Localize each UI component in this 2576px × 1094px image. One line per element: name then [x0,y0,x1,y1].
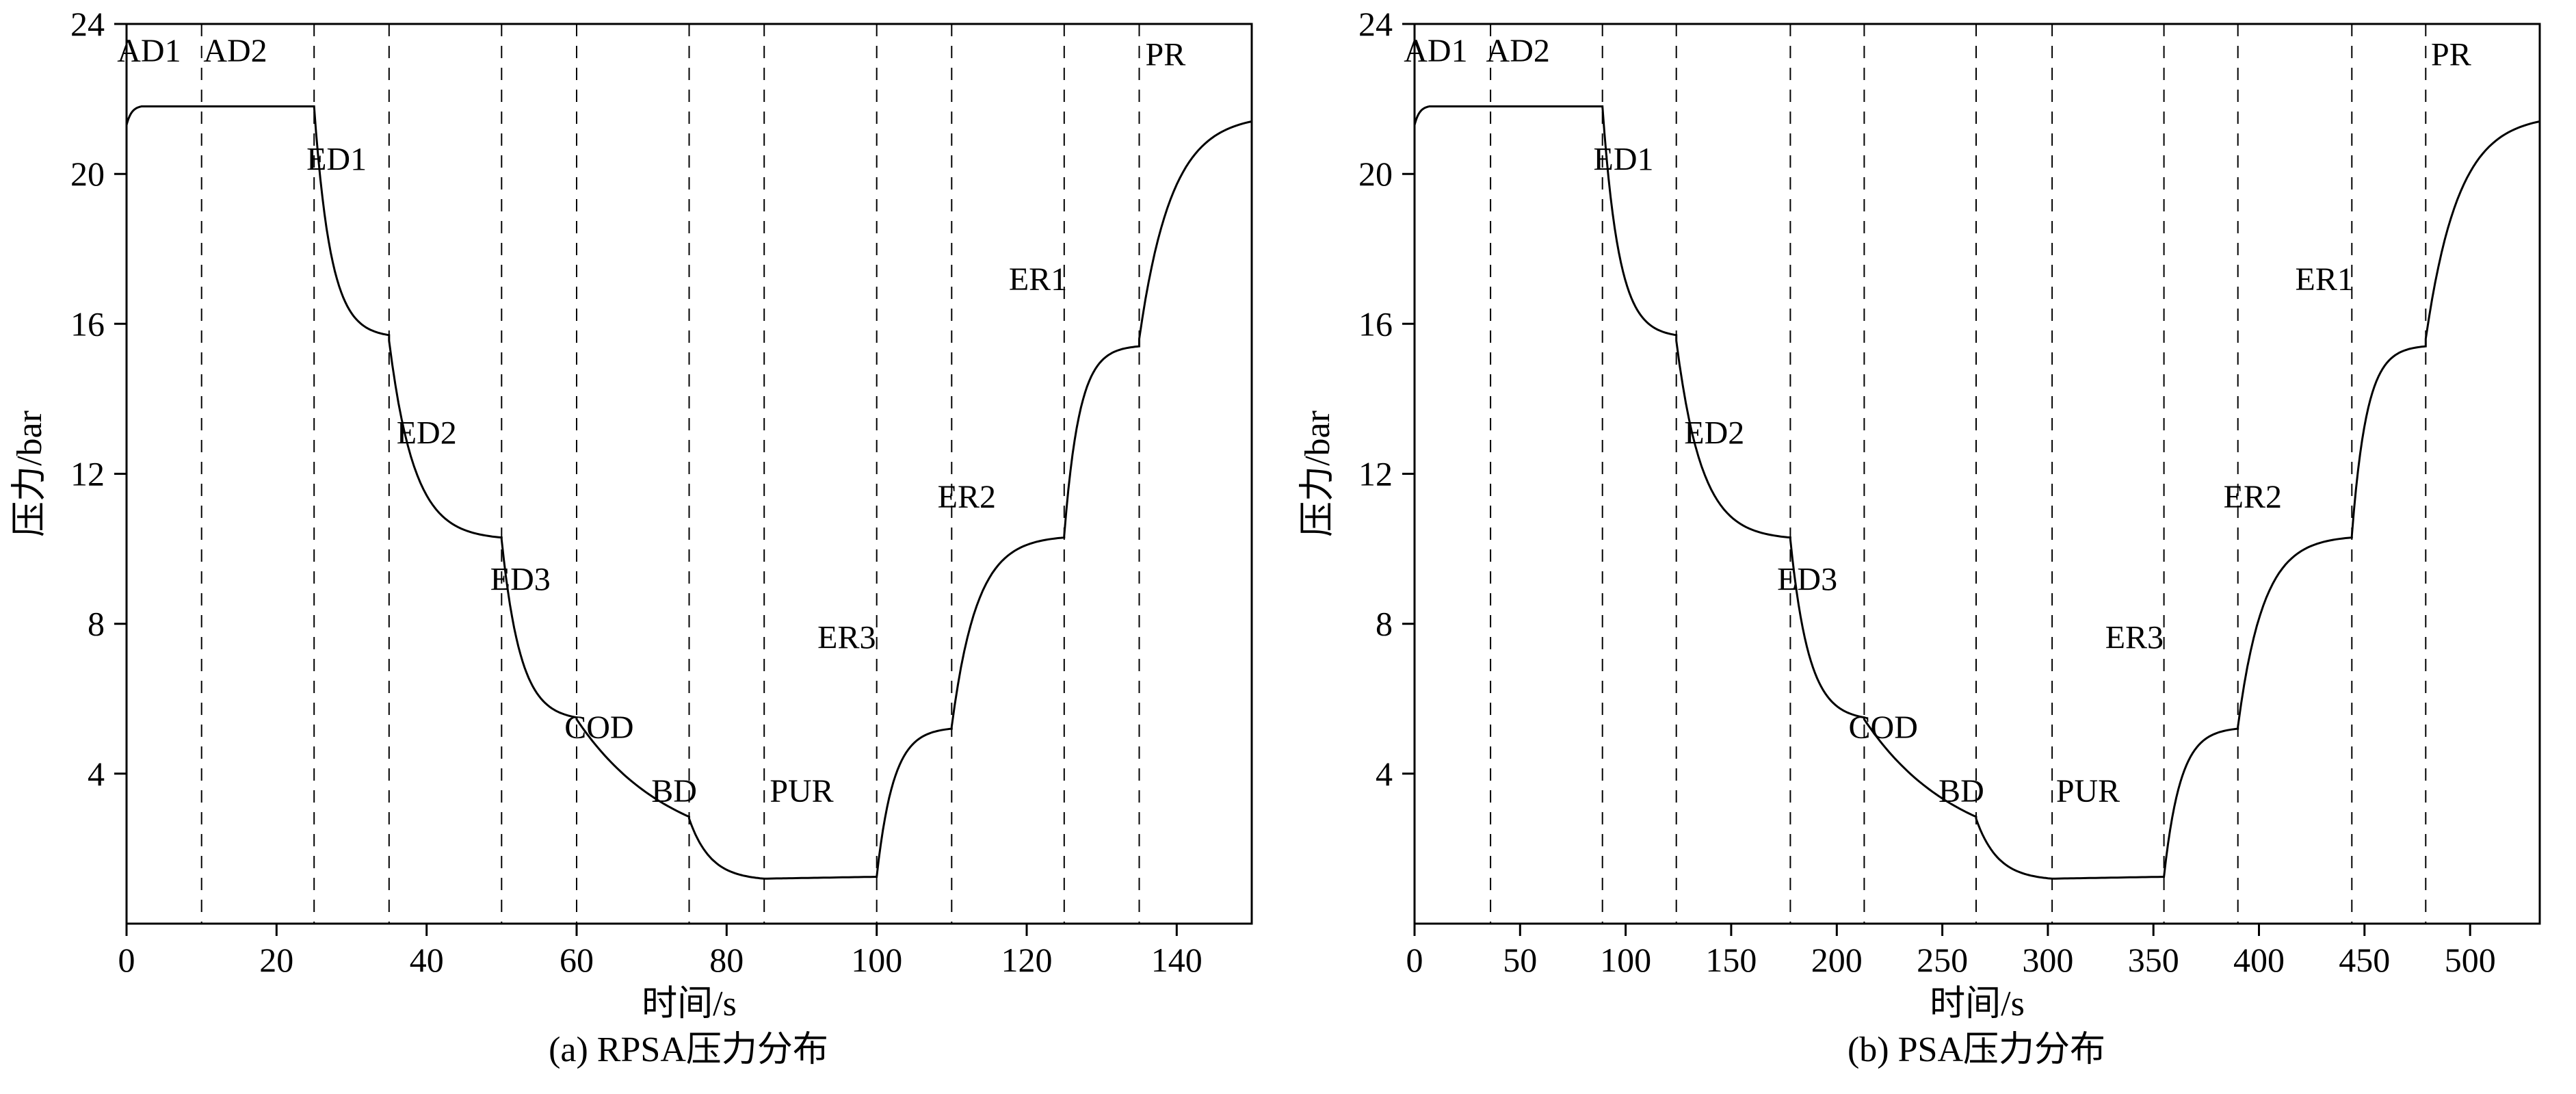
chart-caption-b: (b) PSA压力分布 [1847,1030,2106,1069]
x-tick-label: 60 [560,941,594,979]
x-axis: 0 20 40 60 80 100 120 140 [118,924,1202,979]
phase-labels: AD1 AD2 ED1 ED2 ED3 COD BD PUR ER3 ER2 ER1 PR [1404,33,2471,809]
x-tick-label: 250 [1917,941,1968,979]
phase-lines [1490,24,2427,924]
phase-label: ED1 [306,142,367,178]
psa-pressure-chart: 0 50 100 150 200 250 300 350 400 450 500 4 8 12 16 20 24… [1298,5,2541,1023]
y-axis: 4 8 12 16 20 24 [70,5,127,793]
x-tick-label: 350 [2128,941,2179,979]
x-tick-label: 80 [709,941,744,979]
y-tick-label: 12 [1358,455,1393,493]
x-tick-label: 100 [851,941,902,979]
phase-label: COD [564,709,633,746]
phase-lines [200,24,1140,924]
x-axis: 0 50 100 150 200 250 300 350 400 450 500 [1406,924,2496,979]
x-tick-label: 40 [410,941,444,979]
chart-psa: 0 50 100 150 200 250 300 350 400 450 500 4 8 12 16 20 24… [1288,0,2576,1072]
y-tick-label: 20 [70,155,105,193]
x-axis-title: 时间/s [642,985,737,1023]
x-tick-label: 20 [259,941,293,979]
phase-label: AD2 [203,33,267,69]
x-tick-label: 150 [1705,941,1757,979]
x-tick-label: 300 [2022,941,2073,979]
y-tick-label: 4 [88,755,105,793]
y-axis: 4 8 12 16 20 24 [1358,5,1415,793]
x-tick-label: 450 [2339,941,2390,979]
phase-label: BD [651,773,697,809]
x-tick-label: 400 [2233,941,2285,979]
phase-label: PUR [770,773,833,809]
phase-label: ER1 [1009,261,1067,298]
chart-rpsa: 0 20 40 60 80 100 120 140 4 8 12 16 20 24 AD1 AD2 ED1 ED2… [0,0,1288,1072]
phase-label: AD2 [1486,33,1550,69]
phase-label: ER2 [2224,479,2282,515]
x-tick-label: 200 [1811,941,1863,979]
x-tick-label: 120 [1001,941,1053,979]
x-tick-label: 0 [118,941,135,979]
y-tick-label: 24 [1358,5,1393,43]
figure-panel: 0 20 40 60 80 100 120 140 4 8 12 16 20 24 AD1 AD2 ED1 ED2… [0,0,2576,1072]
phase-label: ER2 [938,479,996,515]
x-tick-label: 0 [1406,941,1423,979]
x-tick-label: 50 [1503,941,1537,979]
y-axis-title: 压力/bar [1298,411,1337,537]
phase-label: COD [1849,709,1918,746]
phase-label: ER3 [2105,619,2164,655]
y-tick-label: 24 [70,5,105,43]
phase-label: PR [1146,36,1186,73]
phase-label: ED2 [397,415,457,452]
phase-label: PUR [2056,773,2120,809]
phase-label: ED2 [1684,415,1744,452]
y-tick-label: 20 [1358,155,1393,193]
x-tick-label: 500 [2445,941,2496,979]
phase-label: AD1 [117,33,181,69]
y-tick-label: 16 [70,304,105,343]
phase-label: ED3 [490,561,551,597]
y-tick-label: 16 [1358,304,1393,343]
phase-label: PR [2431,36,2471,73]
pressure-curve [1413,105,2540,880]
phase-label: ER1 [2296,261,2354,298]
x-tick-label: 100 [1600,941,1651,979]
phase-label: ED3 [1777,561,1837,597]
y-tick-label: 8 [88,605,105,643]
y-tick-label: 4 [1376,755,1393,793]
pressure-curve [125,105,1252,880]
x-axis-title: 时间/s [1930,985,2025,1023]
x-tick-label: 140 [1151,941,1202,979]
y-axis-title: 压力/bar [10,411,49,537]
chart-caption-a: (a) RPSA压力分布 [549,1030,828,1069]
rpsa-pressure-chart: 0 20 40 60 80 100 120 140 4 8 12 16 20 24 AD1 AD2 ED1 ED2… [10,5,1253,1023]
phase-label: ED1 [1594,142,1654,178]
phase-labels: AD1 AD2 ED1 ED2 ED3 COD BD PUR ER3 ER2 ER1 PR [117,33,1185,809]
phase-label: AD1 [1404,33,1467,69]
y-tick-label: 12 [70,455,105,493]
phase-label: BD [1938,773,1984,809]
phase-label: ER3 [817,619,876,655]
y-tick-label: 8 [1376,605,1393,643]
